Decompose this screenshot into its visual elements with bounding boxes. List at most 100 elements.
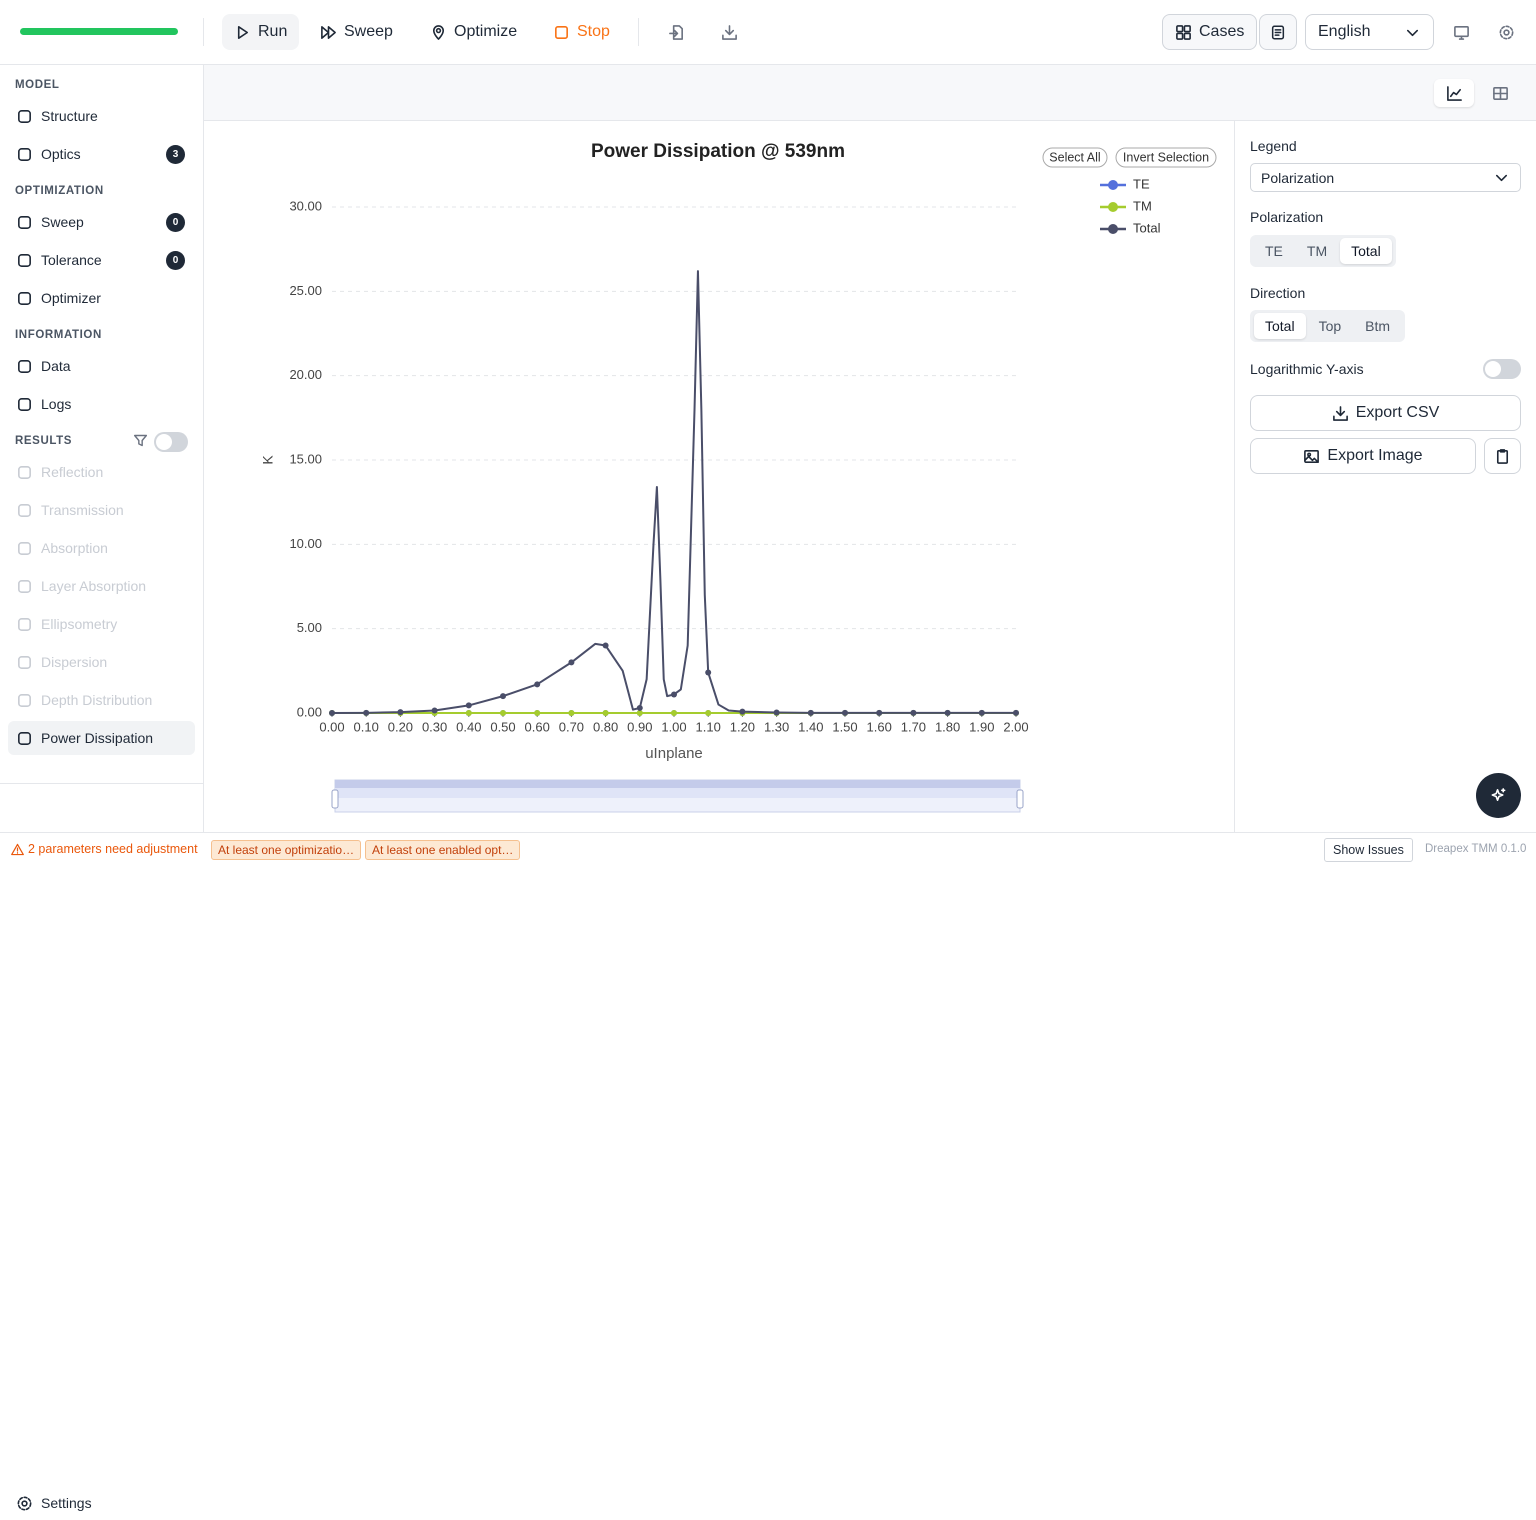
- export-csv-button[interactable]: Export CSV: [1250, 395, 1521, 431]
- data-point: [807, 709, 814, 716]
- settings-item[interactable]: Settings: [8, 1486, 195, 1520]
- icon: [1406, 29, 1419, 36]
- y-tick-label: 30.00: [289, 198, 322, 213]
- display-button[interactable]: [1441, 14, 1482, 50]
- label: Run: [258, 23, 288, 40]
- icon: [18, 253, 31, 267]
- label: Export CSV: [1355, 404, 1440, 421]
- icon: [18, 579, 31, 593]
- settings-button[interactable]: [1486, 14, 1527, 50]
- nav-item[interactable]: Power Dissipation: [8, 721, 195, 755]
- nav-item[interactable]: Structure: [8, 99, 195, 133]
- data-point: [842, 709, 848, 716]
- icon-shape: [18, 579, 31, 593]
- segment-option[interactable]: TE: [1265, 243, 1283, 259]
- icon: [18, 617, 31, 631]
- legend-button[interactable]: Select All: [1042, 147, 1108, 168]
- chart-view-button[interactable]: [1434, 79, 1474, 107]
- legend-button[interactable]: Invert Selection: [1115, 147, 1217, 168]
- issue-chip[interactable]: At least one enabled opt…: [365, 840, 521, 860]
- log-label: Logarithmic Y-axis: [1250, 361, 1364, 377]
- optimize-button[interactable]: Optimize: [418, 14, 529, 50]
- filter-toggle[interactable]: [154, 432, 188, 452]
- sweep-button[interactable]: Sweep: [308, 14, 405, 50]
- export-image-button[interactable]: Export Image: [1250, 438, 1476, 474]
- data-point: [534, 710, 541, 716]
- data-point: [910, 709, 917, 716]
- legend-item[interactable]: TM: [1100, 198, 1152, 213]
- slider-handle: [331, 789, 339, 809]
- show-issues-button[interactable]: Show Issues: [1324, 838, 1413, 862]
- sidebar-sections: MODEL Structure Optics 3 OPTIMIZATION Sweep 0 T…: [0, 79, 203, 755]
- label: Settings: [41, 1495, 92, 1511]
- nav-item[interactable]: Data: [8, 349, 195, 383]
- button-frame: [1115, 147, 1217, 168]
- section-header: OPTIMIZATION: [15, 185, 203, 199]
- notes-button[interactable]: [1259, 14, 1297, 50]
- log-toggle[interactable]: [1483, 359, 1521, 379]
- warning[interactable]: 2 parameters need adjustment: [11, 842, 198, 856]
- data-point: [705, 669, 712, 676]
- nav-item[interactable]: Logs: [8, 387, 195, 421]
- nav-label: Depth Distribution: [41, 692, 153, 708]
- status-bar: 2 parameters need adjustment At least on…: [0, 832, 1536, 865]
- cases-button[interactable]: Cases: [1162, 14, 1258, 50]
- x-tick-label: 1.70: [901, 719, 926, 734]
- data-point: [431, 707, 438, 714]
- nav-item[interactable]: Sweep 0: [8, 205, 195, 239]
- copy-button[interactable]: [1484, 438, 1521, 474]
- nav-label: Data: [41, 358, 71, 374]
- nav-item[interactable]: Tolerance 0: [8, 243, 195, 277]
- stop-button[interactable]: Stop: [541, 14, 622, 50]
- version: Dreapex TMM 0.1.0: [1425, 843, 1527, 855]
- slider-bar: [335, 780, 1020, 788]
- y-tick-label: 5.00: [297, 620, 322, 635]
- section-header: MODEL: [15, 79, 203, 93]
- run-button[interactable]: Run: [222, 14, 300, 50]
- nav-label: Power Dissipation: [41, 730, 154, 746]
- download-button[interactable]: [709, 14, 750, 50]
- data-point: [465, 710, 472, 716]
- section-title: MODEL: [15, 79, 60, 91]
- nav-item[interactable]: Optimizer: [8, 281, 195, 315]
- import-button[interactable]: [656, 14, 697, 50]
- nav-item: Depth Distribution: [8, 683, 195, 717]
- icon-shape: [18, 465, 31, 479]
- data-point: [944, 709, 951, 716]
- data-point: [671, 710, 677, 716]
- icon: [17, 1496, 32, 1510]
- label: Cases: [1199, 23, 1245, 40]
- icon: [432, 24, 445, 40]
- segment-option[interactable]: TM: [1306, 243, 1328, 259]
- icon-shape: [18, 397, 31, 411]
- legend-label: TE: [1133, 176, 1150, 191]
- legend-item[interactable]: TE: [1100, 176, 1150, 191]
- segment-option[interactable]: Total: [1340, 238, 1392, 264]
- nav-label: Ellipsometry: [41, 616, 118, 632]
- x-tick-label: 0.30: [422, 719, 447, 734]
- zoom-slider[interactable]: [331, 779, 1024, 813]
- icon: [18, 109, 31, 123]
- legend-select[interactable]: Polarization: [1250, 163, 1521, 192]
- segment-option[interactable]: Total: [1254, 313, 1306, 339]
- x-axis-label: uInplane: [645, 745, 703, 762]
- segment-option[interactable]: Top: [1318, 318, 1342, 334]
- x-tick-label: 2.00: [1003, 719, 1028, 734]
- segment-option[interactable]: Btm: [1365, 318, 1391, 334]
- assistant-button[interactable]: [1476, 773, 1521, 818]
- warning-text: 2 parameters need adjustment: [28, 842, 198, 856]
- icon: [18, 655, 31, 669]
- data-point: [568, 659, 575, 666]
- x-tick-label: 0.20: [388, 719, 413, 734]
- nav-item[interactable]: Optics 3: [8, 137, 195, 171]
- legend-item[interactable]: Total: [1100, 220, 1161, 235]
- language-select[interactable]: English: [1305, 14, 1434, 50]
- x-tick-label: 0.10: [354, 719, 379, 734]
- table-view-button[interactable]: [1480, 79, 1520, 107]
- data-point: [397, 709, 404, 716]
- icon: [18, 503, 31, 517]
- icon-shape: [133, 434, 148, 447]
- nav-item: Absorption: [8, 531, 195, 565]
- issue-chip[interactable]: At least one optimizatio…: [211, 840, 362, 860]
- direction-segment: Total Top Btm: [1250, 310, 1406, 342]
